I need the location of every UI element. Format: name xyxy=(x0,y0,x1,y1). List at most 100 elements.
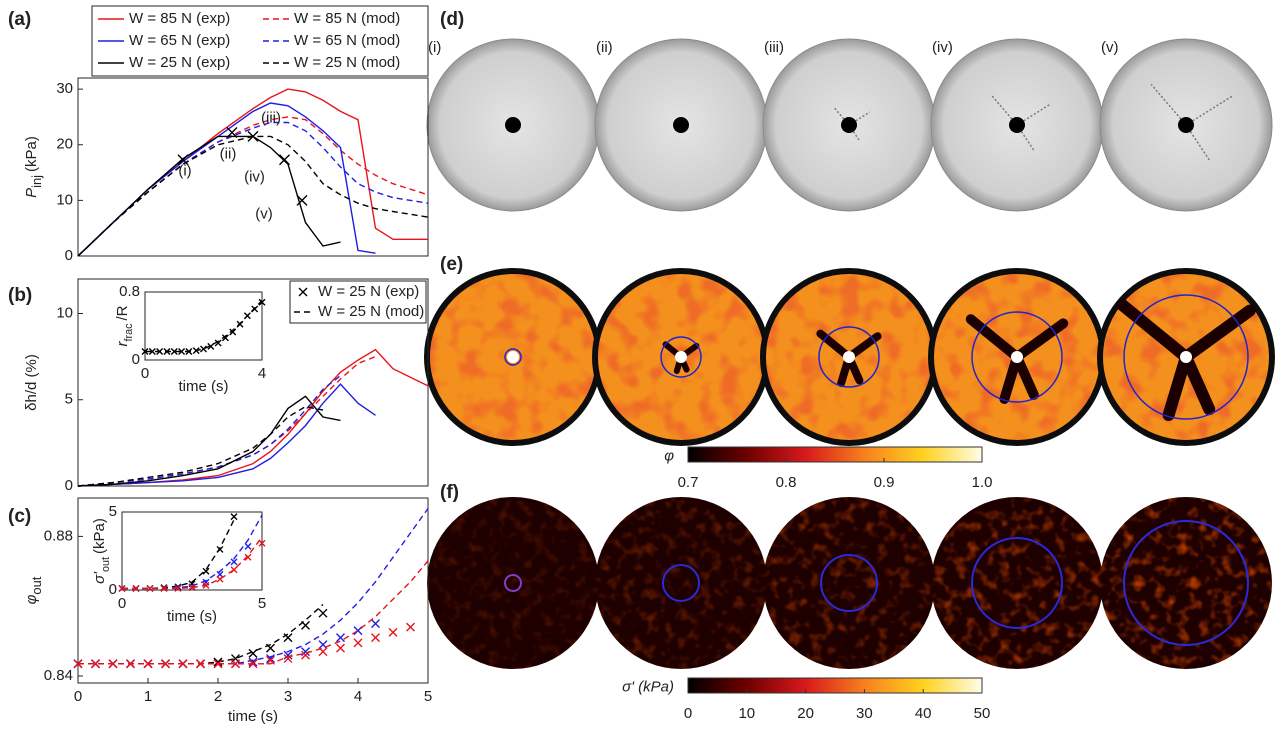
marker xyxy=(372,620,380,628)
y-axis-label-sub: frac xyxy=(123,323,135,342)
panel-label: (a) xyxy=(8,9,31,30)
y-axis-label-unit: (kPa) xyxy=(91,518,108,554)
axes-frame xyxy=(78,78,428,256)
image-caption: (v) xyxy=(1101,39,1119,56)
x-tick-label: 3 xyxy=(284,688,292,705)
image-caption: (ii) xyxy=(596,39,613,56)
injection-point xyxy=(841,117,857,133)
stress-texture xyxy=(595,497,767,669)
injection-point xyxy=(1011,351,1023,363)
series-line xyxy=(78,407,323,486)
injection-point xyxy=(1178,117,1194,133)
legend-label: W = 85 N (exp) xyxy=(129,10,230,27)
marker xyxy=(267,655,275,663)
legend-label: W = 85 N (mod) xyxy=(294,10,400,27)
legend-label: W = 25 N (exp) xyxy=(318,283,419,300)
x-tick-label: 0 xyxy=(141,365,149,382)
series-line xyxy=(78,136,428,256)
injection-point xyxy=(675,351,687,363)
x-tick-label: 4 xyxy=(354,688,362,705)
y-tick-label: 0.84 xyxy=(44,667,73,684)
x-tick-label: 1 xyxy=(144,688,152,705)
marker xyxy=(354,639,362,647)
legend-label: W = 65 N (mod) xyxy=(294,32,400,49)
legend-label: W = 25 N (mod) xyxy=(318,303,424,320)
panel-label: (b) xyxy=(8,285,32,306)
x-tick-label: 0 xyxy=(118,595,126,612)
marker xyxy=(319,609,327,617)
y-axis-label-sub: out xyxy=(29,576,44,594)
x-tick-label: 0 xyxy=(74,688,82,705)
y-tick-label: 0 xyxy=(132,351,140,368)
y-axis-label-main: P xyxy=(23,188,40,198)
y-axis-label: δh/d (%) xyxy=(23,354,40,411)
y-tick-label: 10 xyxy=(56,191,73,208)
y-tick-label: 0 xyxy=(65,247,73,264)
colorbar-tick-label: 10 xyxy=(738,705,755,722)
legend-label: W = 25 N (exp) xyxy=(129,54,230,71)
legend-label: W = 25 N (mod) xyxy=(294,54,400,71)
marker xyxy=(389,628,397,636)
y-axis-label-main: φ xyxy=(23,594,40,604)
x-axis-label: time (s) xyxy=(179,378,229,395)
annotation: (v) xyxy=(255,205,273,222)
colorbar-tick-label: 30 xyxy=(856,705,873,722)
injection-point xyxy=(505,117,521,133)
colorbar-tick-label: 0.8 xyxy=(776,474,797,491)
colorbar xyxy=(688,447,982,462)
y-axis-label: σ'out(kPa) xyxy=(91,518,112,584)
series-line xyxy=(78,123,428,257)
colorbar-label: σ' (kPa) xyxy=(622,678,674,695)
page: Figure html,body{margin:0;padding:0;back… xyxy=(0,0,1277,730)
marker xyxy=(407,623,415,631)
colorbar xyxy=(688,678,982,693)
y-axis-label-unit: /R xyxy=(114,305,131,320)
panel-label: (c) xyxy=(8,506,31,527)
y-axis-label-sub: inj xyxy=(29,175,44,188)
annotation: (iv) xyxy=(244,169,265,186)
colorbar-tick-label: 50 xyxy=(974,705,991,722)
y-tick-label: 20 xyxy=(56,136,73,153)
annotation: (iii) xyxy=(261,109,281,126)
panel-label: (d) xyxy=(440,9,464,30)
annotation: (ii) xyxy=(220,145,237,162)
image-caption: (iii) xyxy=(764,39,784,56)
y-tick-label: 30 xyxy=(56,80,73,97)
y-axis-label-unit: (kPa) xyxy=(23,136,40,172)
series-line xyxy=(78,357,376,486)
series-line xyxy=(78,117,428,256)
colorbar-tick-label: 0.7 xyxy=(678,474,699,491)
stress-texture xyxy=(931,497,1103,669)
colorbar-label: φ xyxy=(664,447,674,464)
panel-label: (f) xyxy=(440,482,459,503)
stress-texture xyxy=(427,497,599,669)
stress-texture xyxy=(1100,497,1272,669)
colorbar-tick-label: 20 xyxy=(797,705,814,722)
x-tick-label: 4 xyxy=(258,365,266,382)
y-tick-label: 5 xyxy=(65,391,73,408)
inset-background xyxy=(122,512,262,590)
y-tick-label: 0.8 xyxy=(119,283,140,300)
x-tick-label: 5 xyxy=(258,595,266,612)
image-caption: (i) xyxy=(428,39,441,56)
legend-label: W = 65 N (exp) xyxy=(129,32,230,49)
x-tick-label: 5 xyxy=(424,688,432,705)
x-axis-label: time (s) xyxy=(228,708,278,725)
colorbar-tick-label: 0 xyxy=(684,705,692,722)
colorbar-tick-label: 1.0 xyxy=(972,474,993,491)
x-axis-label: time (s) xyxy=(167,608,217,625)
marker xyxy=(337,644,345,652)
injection-point xyxy=(1180,351,1192,363)
annotation: (i) xyxy=(178,163,191,180)
marker xyxy=(249,658,257,666)
series-line xyxy=(78,103,376,256)
body: {"chart_data":[ {"type":"line","panel":"… xyxy=(0,0,1277,730)
injection-point xyxy=(507,351,519,363)
x-tick-label: 2 xyxy=(214,688,222,705)
y-axis-label: rfrac/R xyxy=(114,305,135,346)
figure: (d)(i)(ii)(iii)(iv)(v)(e)(f)0102030Pinj(… xyxy=(0,0,1277,730)
colorbar-tick-label: 0.9 xyxy=(874,474,895,491)
stress-texture xyxy=(763,497,935,669)
series-line xyxy=(78,384,376,486)
y-axis-label: φout xyxy=(23,576,44,604)
